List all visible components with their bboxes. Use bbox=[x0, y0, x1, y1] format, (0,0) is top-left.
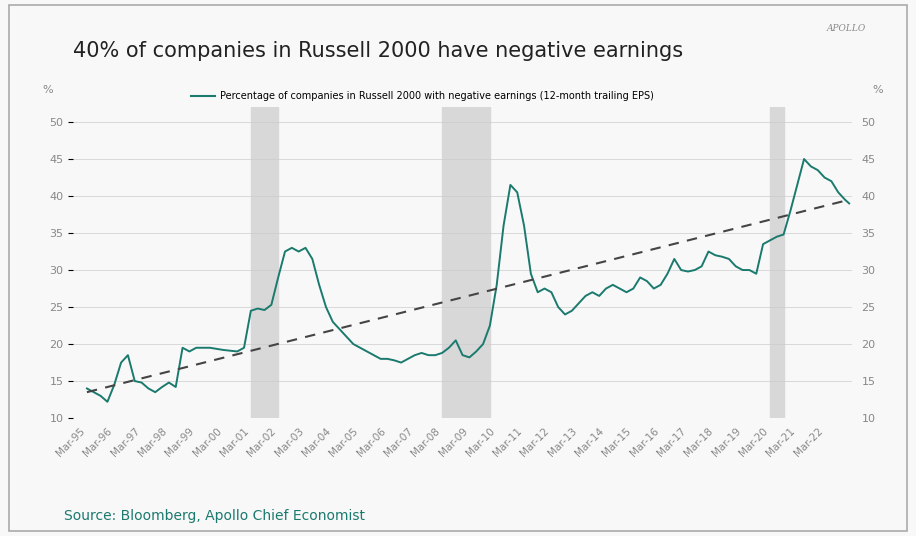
Bar bbox=[251, 107, 278, 418]
Text: %: % bbox=[872, 85, 883, 95]
Text: Source: Bloomberg, Apollo Chief Economist: Source: Bloomberg, Apollo Chief Economis… bbox=[64, 509, 365, 523]
Bar bbox=[770, 107, 783, 418]
Text: APOLLO: APOLLO bbox=[826, 24, 866, 33]
Text: 40% of companies in Russell 2000 have negative earnings: 40% of companies in Russell 2000 have ne… bbox=[73, 41, 683, 61]
Bar bbox=[442, 107, 490, 418]
Text: %: % bbox=[42, 85, 53, 95]
Legend: Percentage of companies in Russell 2000 with negative earnings (12-month trailin: Percentage of companies in Russell 2000 … bbox=[187, 87, 658, 105]
